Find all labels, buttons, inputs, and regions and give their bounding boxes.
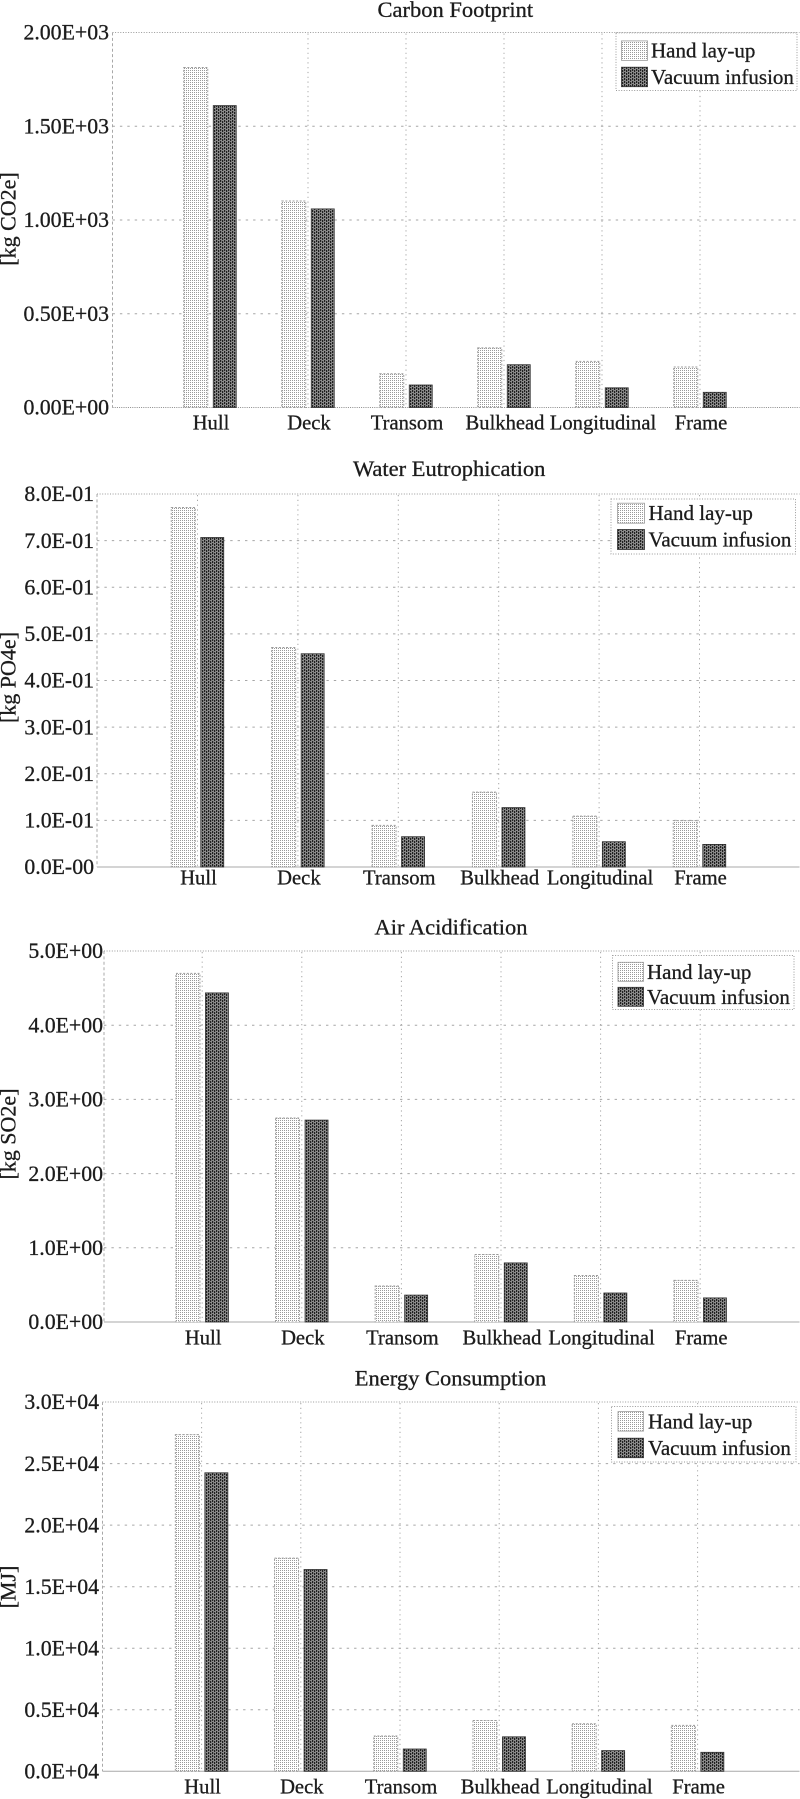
- svg-text:Longitudinal: Longitudinal: [550, 413, 657, 435]
- svg-text:2.5E+04: 2.5E+04: [24, 1452, 99, 1476]
- svg-text:Deck: Deck: [277, 868, 321, 890]
- svg-text:Frame: Frame: [674, 868, 727, 890]
- svg-text:Transom: Transom: [371, 413, 443, 435]
- svg-text:Frame: Frame: [675, 413, 728, 435]
- svg-text:3.0E+00: 3.0E+00: [28, 1088, 103, 1112]
- svg-text:0.50E+03: 0.50E+03: [23, 302, 109, 326]
- svg-text:2.0E+04: 2.0E+04: [24, 1513, 99, 1537]
- svg-text:Hand lay-up: Hand lay-up: [648, 1409, 752, 1433]
- svg-text:Longitudinal: Longitudinal: [548, 1327, 655, 1349]
- svg-text:4.0E+00: 4.0E+00: [28, 1013, 103, 1037]
- svg-text:1.50E+03: 1.50E+03: [23, 114, 109, 138]
- svg-text:7.0E-01: 7.0E-01: [24, 529, 94, 553]
- svg-text:0.0E-00: 0.0E-00: [24, 855, 94, 879]
- svg-text:Bulkhead: Bulkhead: [461, 1777, 541, 1799]
- svg-text:Bulkhead: Bulkhead: [463, 1327, 543, 1349]
- svg-text:Frame: Frame: [672, 1777, 725, 1799]
- svg-text:0.5E+04: 0.5E+04: [24, 1698, 99, 1722]
- svg-text:0.0E+00: 0.0E+00: [28, 1310, 103, 1334]
- svg-text:Hull: Hull: [180, 868, 217, 890]
- svg-text:Hull: Hull: [185, 1327, 222, 1349]
- svg-text:5.0E+00: 5.0E+00: [28, 939, 103, 963]
- svg-text:3.0E-01: 3.0E-01: [24, 715, 94, 739]
- svg-text:8.0E-01: 8.0E-01: [24, 482, 94, 506]
- svg-text:Energy Consumption: Energy Consumption: [355, 1366, 546, 1391]
- svg-text:Hull: Hull: [193, 413, 230, 435]
- svg-text:Vacuum infusion: Vacuum infusion: [648, 1436, 791, 1460]
- svg-text:6.0E-01: 6.0E-01: [24, 575, 94, 599]
- svg-text:Transom: Transom: [366, 1327, 438, 1349]
- svg-text:Hand lay-up: Hand lay-up: [651, 39, 755, 63]
- svg-text:1.00E+03: 1.00E+03: [23, 208, 109, 232]
- svg-text:2.0E+00: 2.0E+00: [28, 1162, 103, 1186]
- svg-text:2.00E+03: 2.00E+03: [23, 21, 109, 45]
- svg-text:Vacuum infusion: Vacuum infusion: [649, 528, 792, 552]
- svg-text:0.0E+04: 0.0E+04: [24, 1760, 99, 1784]
- svg-text:Deck: Deck: [281, 1327, 325, 1349]
- svg-text:Bulkhead: Bulkhead: [460, 868, 540, 890]
- svg-text:Air Acidification: Air Acidification: [374, 915, 527, 940]
- svg-text:Vacuum infusion: Vacuum infusion: [651, 65, 794, 89]
- svg-text:Deck: Deck: [280, 1777, 324, 1799]
- svg-text:Deck: Deck: [287, 413, 331, 435]
- svg-text:Bulkhead: Bulkhead: [466, 413, 546, 435]
- svg-text:5.0E-01: 5.0E-01: [24, 622, 94, 646]
- svg-text:[kg CO2e]: [kg CO2e]: [0, 172, 21, 265]
- svg-text:Transom: Transom: [363, 868, 435, 890]
- svg-text:Longitudinal: Longitudinal: [547, 868, 654, 890]
- svg-text:3.0E+04: 3.0E+04: [24, 1390, 99, 1414]
- svg-text:Longitudinal: Longitudinal: [546, 1777, 653, 1799]
- svg-text:[MJ]: [MJ]: [0, 1566, 21, 1609]
- svg-text:Transom: Transom: [365, 1777, 437, 1799]
- svg-text:1.0E+00: 1.0E+00: [28, 1236, 103, 1260]
- svg-text:Hand lay-up: Hand lay-up: [647, 960, 751, 984]
- svg-text:2.0E-01: 2.0E-01: [24, 762, 94, 786]
- svg-text:1.5E+04: 1.5E+04: [24, 1575, 99, 1599]
- svg-text:[kg PO4e]: [kg PO4e]: [0, 632, 21, 723]
- svg-text:1.0E-01: 1.0E-01: [24, 809, 94, 833]
- svg-text:0.00E+00: 0.00E+00: [23, 396, 109, 420]
- svg-text:Hand lay-up: Hand lay-up: [649, 501, 753, 525]
- svg-text:Water Eutrophication: Water Eutrophication: [353, 456, 546, 481]
- svg-text:[kg SO2e]: [kg SO2e]: [0, 1088, 21, 1179]
- svg-text:Hull: Hull: [184, 1777, 221, 1799]
- svg-text:1.0E+04: 1.0E+04: [24, 1636, 99, 1660]
- svg-text:Carbon Footprint: Carbon Footprint: [377, 0, 533, 22]
- svg-text:4.0E-01: 4.0E-01: [24, 669, 94, 693]
- svg-text:Frame: Frame: [675, 1327, 728, 1349]
- svg-text:Vacuum infusion: Vacuum infusion: [647, 985, 790, 1009]
